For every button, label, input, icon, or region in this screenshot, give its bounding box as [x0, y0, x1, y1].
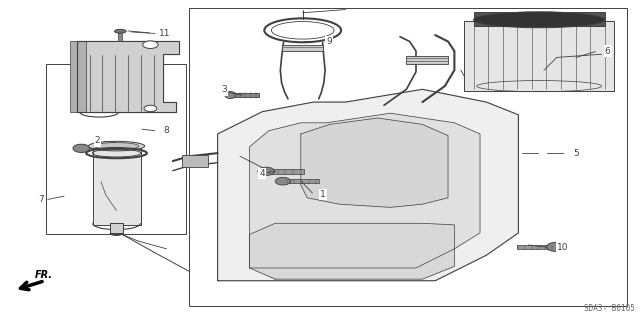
Ellipse shape	[225, 92, 236, 99]
Bar	[118, 32, 122, 41]
Circle shape	[258, 167, 275, 175]
Bar	[182, 155, 208, 167]
Circle shape	[73, 144, 90, 152]
Text: 6: 6	[605, 47, 611, 56]
Polygon shape	[250, 113, 480, 268]
Bar	[189, 8, 627, 306]
Polygon shape	[218, 89, 518, 281]
Ellipse shape	[115, 29, 126, 33]
Bar	[110, 223, 123, 233]
Bar	[93, 147, 141, 225]
Polygon shape	[77, 41, 179, 112]
Ellipse shape	[474, 12, 605, 28]
Circle shape	[144, 105, 157, 112]
Text: 10: 10	[557, 243, 568, 252]
Bar	[269, 169, 304, 174]
Text: 2: 2	[95, 137, 100, 145]
Ellipse shape	[94, 143, 139, 150]
Polygon shape	[301, 118, 448, 207]
Bar	[517, 245, 554, 249]
Text: SDA3- B0105: SDA3- B0105	[584, 304, 635, 313]
Bar	[464, 21, 614, 91]
Bar	[233, 93, 259, 97]
Text: 11: 11	[159, 29, 170, 38]
Polygon shape	[250, 223, 454, 279]
Bar	[282, 45, 323, 51]
Text: 1: 1	[320, 190, 326, 199]
Text: 9: 9	[326, 37, 332, 46]
Bar	[285, 179, 319, 183]
Circle shape	[275, 177, 291, 185]
Text: 3: 3	[221, 85, 227, 94]
Bar	[474, 12, 605, 26]
Ellipse shape	[88, 141, 145, 151]
Text: 4: 4	[259, 169, 265, 178]
Circle shape	[547, 242, 564, 251]
Circle shape	[143, 41, 158, 48]
Text: 5: 5	[573, 149, 579, 158]
Text: FR.: FR.	[35, 270, 53, 280]
Bar	[70, 41, 86, 112]
Text: 7: 7	[38, 195, 44, 204]
Bar	[406, 56, 448, 64]
Bar	[46, 64, 186, 234]
Text: 8: 8	[163, 126, 169, 135]
